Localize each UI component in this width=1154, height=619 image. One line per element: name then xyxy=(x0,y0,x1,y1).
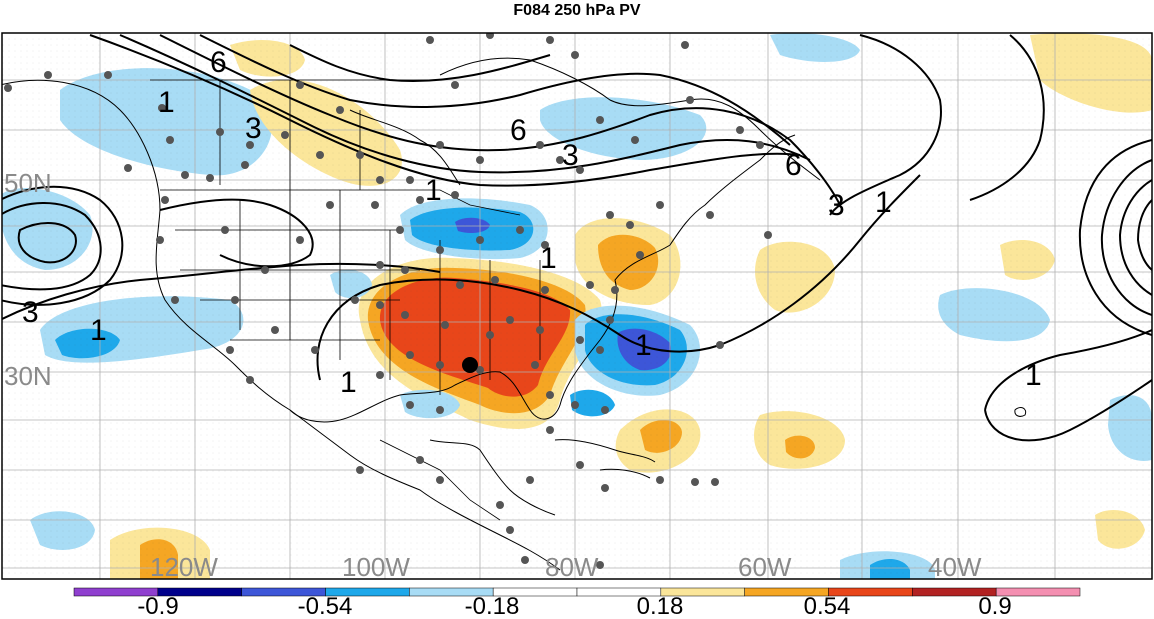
graticule xyxy=(2,33,1152,579)
colorbar-label: -0.18 xyxy=(465,593,520,619)
latitude-labels: 50N 30N xyxy=(4,168,52,391)
coastlines xyxy=(2,57,1027,571)
pv-contours xyxy=(2,34,1152,442)
station-markers xyxy=(4,33,772,569)
longitude-labels: 120W 100W 80W 60W 40W xyxy=(150,552,982,582)
contour-value-labels: 6 1 3 6 3 6 3 1 1 1 1 1 3 1 1 xyxy=(22,46,1042,399)
contour-label: 1 xyxy=(875,186,892,219)
lon-label-60w: 60W xyxy=(738,552,792,582)
lat-label-50n: 50N xyxy=(4,168,52,198)
contour-label: 3 xyxy=(22,296,39,329)
contour-label: 1 xyxy=(90,314,107,347)
colorbar xyxy=(73,587,1081,597)
contour-label: 1 xyxy=(1025,359,1042,392)
colorbar-label: -0.54 xyxy=(298,593,353,619)
contour-label: 1 xyxy=(340,366,357,399)
lon-label-80w: 80W xyxy=(545,552,599,582)
contour-label: 6 xyxy=(510,114,527,147)
contour-label: 3 xyxy=(245,112,262,145)
contour-label: 3 xyxy=(562,139,579,172)
lat-label-30n: 30N xyxy=(4,361,52,391)
lon-label-100w: 100W xyxy=(342,552,410,582)
contour-label: 1 xyxy=(425,174,442,207)
colorbar-swatch xyxy=(995,587,1081,597)
map-title: F084 250 hPa PV xyxy=(513,2,641,19)
colorbar-label: -0.9 xyxy=(137,593,178,619)
contour-label: 6 xyxy=(785,149,802,182)
map-area: 50N 30N 120W 100W 80W 60W 40W 6 1 3 6 3 … xyxy=(2,33,1152,582)
lon-label-120w: 120W xyxy=(150,552,218,582)
contour-label: 1 xyxy=(635,329,652,362)
highlight-marker xyxy=(462,357,478,373)
contour-label: 1 xyxy=(540,242,557,275)
contour-label: 3 xyxy=(828,189,845,222)
colorbar-label: 0.18 xyxy=(637,593,684,619)
colorbar-labels: -0.9 -0.54 -0.18 0.18 0.54 0.9 xyxy=(137,593,1011,619)
colorbar-label: 0.9 xyxy=(978,593,1011,619)
contour-label: 1 xyxy=(158,86,175,119)
lon-label-40w: 40W xyxy=(928,552,982,582)
map-frame xyxy=(1,32,1153,580)
contour-label: 6 xyxy=(210,46,227,79)
colorbar-label: 0.54 xyxy=(804,593,851,619)
